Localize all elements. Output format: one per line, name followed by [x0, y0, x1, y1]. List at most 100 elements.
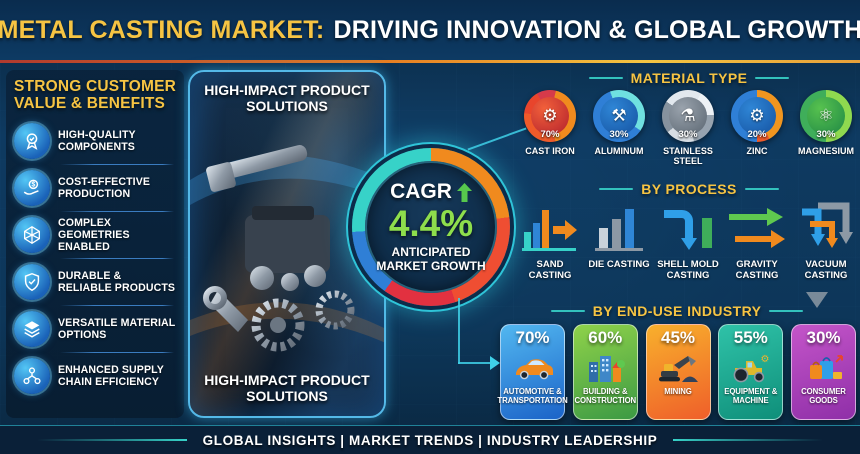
growth-arrow-icon [456, 182, 472, 202]
material-item: ⚒ 30% ALUMINUM [587, 90, 651, 166]
swirl-arrows-icon [727, 200, 787, 256]
buildings-icon [583, 348, 627, 388]
bar-chart-arrow-icon [520, 200, 580, 256]
svg-text:$: $ [31, 181, 35, 188]
end-use-percent: 60% [588, 328, 623, 347]
process-item: GRAVITY CASTING [725, 200, 789, 281]
end-use-percent: 30% [806, 328, 841, 347]
network-icon [14, 358, 50, 395]
car-icon [511, 348, 555, 388]
process-name: SAND CASTING [528, 259, 572, 281]
process-item: SHELL MOLD CASTING [656, 200, 720, 281]
connector-line [458, 298, 460, 364]
benefits-sidebar: STRONG CUSTOMER VALUE & BENEFITS HIGH-QU… [6, 70, 184, 418]
divider [588, 77, 623, 79]
cagr-gauge: CAGR 4.4% ANTICIPATED MARKET GROWTH [352, 148, 510, 306]
divider [673, 439, 824, 441]
cagr-value: 4.4% [388, 203, 474, 245]
material-percent: 30% [816, 129, 836, 140]
end-use-section-title: BY END-USE INDUSTRY [498, 303, 856, 319]
end-use-percent: 70% [515, 328, 550, 347]
end-use-card-consumer: 30% CONSUMER GOODS [791, 324, 856, 420]
cagr-gauge-face: CAGR 4.4% ANTICIPATED MARKET GROWTH [365, 161, 497, 293]
cagr-subtitle: ANTICIPATED MARKET GROWTH [376, 245, 486, 274]
trowel-icon: ⚒ [600, 97, 638, 135]
material-type-section-title: MATERIAL TYPE [520, 70, 858, 86]
divider [769, 310, 804, 312]
page-title-rest: DRIVING INNOVATION & GLOBAL GROWTH [333, 15, 860, 44]
benefit-label: COMPLEX GEOMETRIES ENABLED [58, 216, 130, 254]
medal-check-icon [14, 122, 50, 159]
svg-text:⚙: ⚙ [760, 354, 769, 365]
divider [755, 77, 790, 79]
end-use-label: CONSUMER GOODS [801, 387, 846, 405]
material-name: MAGNESIUM [798, 146, 854, 156]
header-divider [0, 60, 860, 63]
divider [60, 210, 174, 212]
metal-bars-icon [589, 200, 649, 256]
material-name: ZINC [746, 146, 768, 156]
donut-chart-zinc: ⚙ 20% [731, 90, 783, 142]
connector-line [458, 362, 492, 364]
process-item: VACUUM CASTING [794, 200, 858, 281]
donut-chart-stainless-steel: ⚗ 30% [662, 90, 714, 142]
divider [36, 439, 187, 441]
benefit-label: COST-EFFECTIVE PRODUCTION [58, 175, 151, 200]
end-use-cards: 70% AUTOMOTIVE & TRANSPORTATION 60% [497, 324, 856, 420]
material-percent: 30% [609, 129, 629, 140]
page-title: METAL CASTING MARKET: DRIVING INNOVATION… [0, 0, 860, 60]
donut-chart-cast-iron: ⚙ 70% [524, 90, 576, 142]
end-use-label: AUTOMOTIVE & TRANSPORTATION [497, 387, 568, 405]
material-type-donuts: ⚙ 70% CAST IRON ⚒ 30% ALUMINUM ⚗ 30% STA… [518, 90, 858, 166]
end-use-card-mining: 45% MINING [645, 324, 711, 420]
end-use-label: MINING [664, 387, 692, 396]
material-name: CAST IRON [525, 146, 575, 156]
material-percent: 30% [678, 129, 698, 140]
material-item: ⚗ 30% STAINLESS STEEL [656, 90, 720, 166]
coin-hand-icon: $ [14, 169, 50, 206]
material-name: STAINLESS STEEL [663, 146, 713, 167]
divider [60, 305, 174, 307]
polyhedron-icon [14, 216, 50, 253]
end-use-percent: 45% [660, 328, 696, 347]
benefit-item: COMPLEX GEOMETRIES ENABLED [12, 213, 180, 258]
process-name: DIE CASTING [588, 259, 650, 270]
product-showcase-panel: HIGH-IMPACT PRODUCT SOLUTIONS HIGH-IMPAC… [188, 70, 386, 418]
benefit-label: HIGH-QUALITY COMPONENTS [58, 128, 136, 153]
benefit-label: VERSATILE MATERIAL OPTIONS [58, 317, 176, 342]
benefit-item: DURABLE & RELIABLE PRODUCTS [12, 260, 180, 304]
divider [744, 188, 779, 190]
footer-text: GLOBAL INSIGHTS | MARKET TRENDS | INDUST… [202, 432, 658, 448]
material-item: ⚛ 30% MAGNESIUM [794, 90, 858, 166]
benefits-title: STRONG CUSTOMER VALUE & BENEFITS [14, 78, 177, 113]
end-use-card-automotive: 70% AUTOMOTIVE & TRANSPORTATION [497, 324, 568, 420]
shield-check-icon [14, 264, 50, 301]
process-name: VACUUM CASTING [804, 259, 848, 281]
layers-icon [14, 311, 50, 348]
process-item: SAND CASTING [518, 200, 582, 281]
cast-parts-illustration [190, 145, 384, 352]
divider [60, 258, 174, 260]
donut-chart-aluminum: ⚒ 30% [593, 90, 645, 142]
material-percent: 70% [540, 129, 560, 140]
excavator-icon [656, 348, 700, 388]
benefit-item: ENHANCED SUPPLY CHAIN EFFICIENCY [12, 354, 180, 398]
process-item: DIE CASTING [587, 200, 651, 281]
benefit-item: VERSATILE MATERIAL OPTIONS [12, 307, 180, 351]
material-percent: 20% [747, 129, 767, 140]
component-icon: ⚛ [807, 97, 845, 135]
flow-down-arrow-icon [806, 292, 828, 308]
casting-machine-icon: ⚗ [669, 97, 707, 135]
divider [599, 188, 634, 190]
page-title-highlight: METAL CASTING MARKET: [0, 15, 325, 44]
end-use-card-equipment: 55% ⚙ EQUIPMENT & MACHINE [718, 324, 784, 420]
end-use-percent: 55% [733, 328, 768, 347]
divider [60, 163, 174, 165]
end-use-card-building: 60% BUILDING & CONST [572, 324, 638, 420]
material-name: ALUMINUM [594, 146, 644, 156]
divider [60, 352, 174, 354]
end-use-label: BUILDING & CONSTRUCTION [574, 387, 637, 405]
material-item: ⚙ 70% CAST IRON [518, 90, 582, 166]
cagr-label: CAGR [390, 180, 452, 204]
